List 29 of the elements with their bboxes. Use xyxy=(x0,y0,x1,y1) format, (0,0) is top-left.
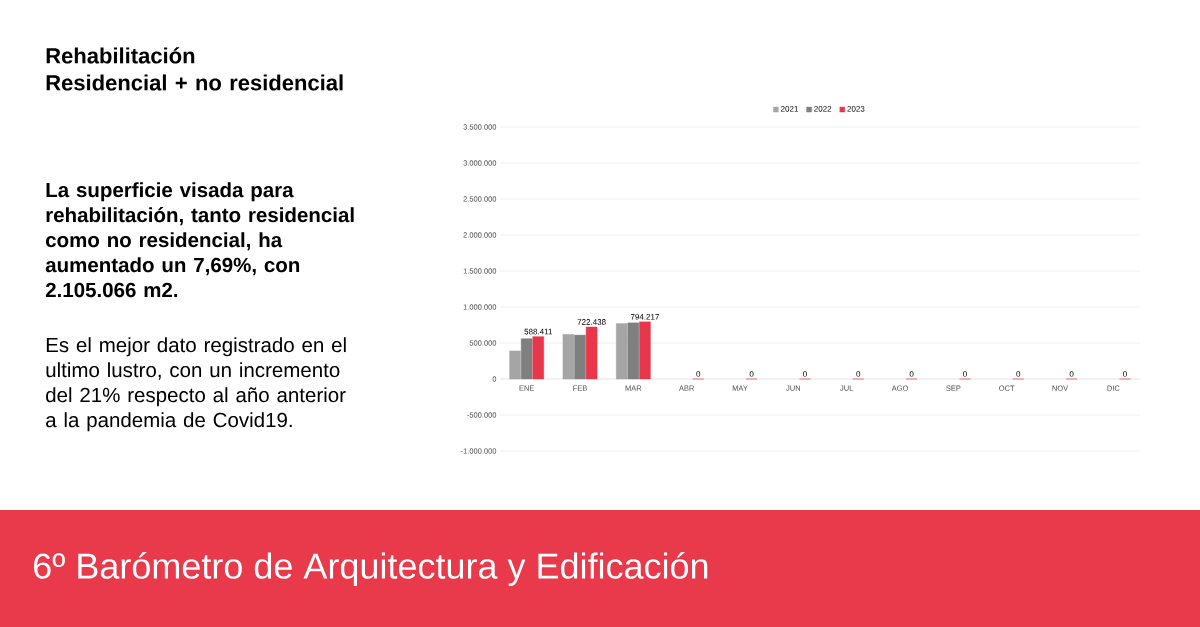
data-label: 588.411 xyxy=(524,328,553,335)
data-label: 0 xyxy=(856,371,861,377)
data-label: 794.217 xyxy=(630,313,659,320)
bar xyxy=(509,350,521,380)
legend-label: 2022 xyxy=(814,106,832,112)
bar xyxy=(627,322,640,380)
bar xyxy=(639,321,651,380)
data-label: 0 xyxy=(1123,371,1127,377)
data-label: 0 xyxy=(749,371,754,377)
bar xyxy=(616,323,628,380)
data-label: 0 xyxy=(963,371,967,377)
data-label: 722.438 xyxy=(577,319,606,325)
bar xyxy=(532,336,544,380)
data-label: 0 xyxy=(1069,371,1074,377)
bar xyxy=(562,334,575,380)
text: Residencial + no residencial xyxy=(46,74,343,91)
data-label: 0 xyxy=(803,371,807,377)
text: 6º Barómetro de Arquitectura y Edificación xyxy=(34,552,708,586)
text: La superficie visada para rehabilitación, tanto residencial como no residencial, ha aumentado un 7,69%, con 2.105.066 m2. xyxy=(45,182,354,298)
data-label: 0 xyxy=(1016,371,1021,377)
bar xyxy=(520,338,533,380)
legend-label: 2023 xyxy=(847,106,865,112)
text: Rehabilitación xyxy=(46,47,195,64)
bar xyxy=(574,334,586,380)
text: Es el mejor dato registrado en el ultimo lustro, con un incremento del 21% respecto al año anterior a la pandemia de Covid19. xyxy=(46,337,346,432)
data-label: 0 xyxy=(909,371,914,377)
data-label: 0 xyxy=(696,371,701,377)
legend-label: 2021 xyxy=(781,106,799,112)
bar xyxy=(585,326,598,380)
